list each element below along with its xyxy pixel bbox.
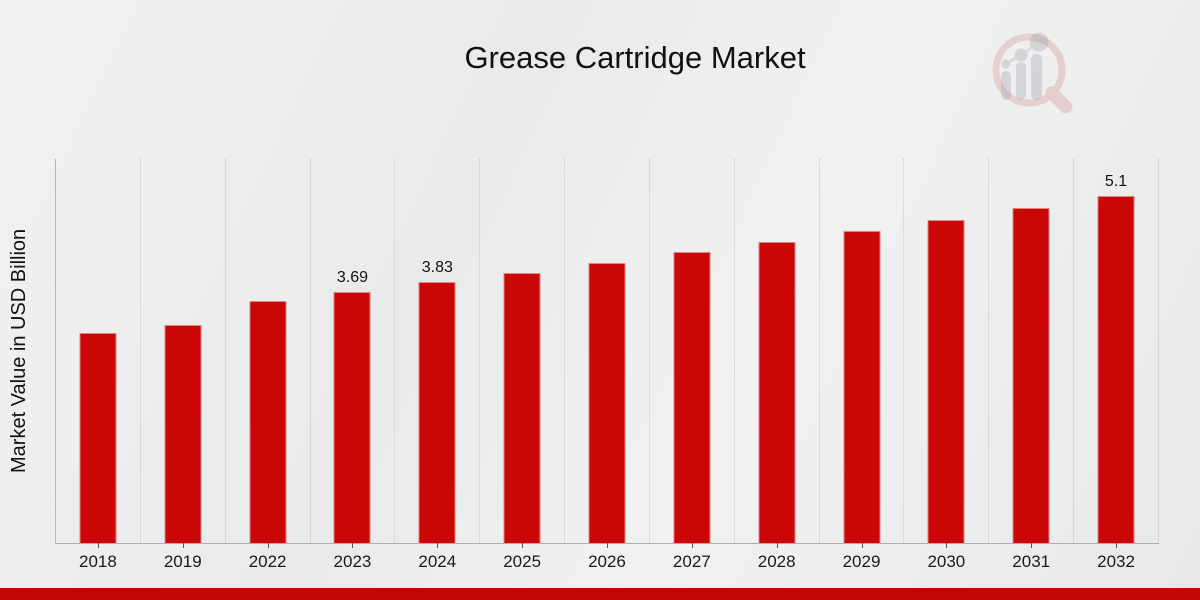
- bar-2025: [503, 272, 541, 543]
- category-slot-2032: 5.1 2032: [1074, 159, 1159, 571]
- x-axis-tick: [522, 543, 524, 548]
- magnifier-bar-chart-logo-icon: [985, 26, 1087, 118]
- category-slot-2026: 2026: [565, 159, 650, 571]
- bar-value-label-2024: 3.83: [421, 259, 453, 277]
- x-tick-label-2026: 2026: [588, 552, 626, 571]
- bar-2027: [673, 252, 711, 543]
- x-axis-tick: [437, 543, 439, 548]
- x-tick-label-2030: 2030: [927, 552, 966, 571]
- x-tick-label-2023: 2023: [333, 552, 372, 571]
- category-slot-2025: 2025: [480, 159, 566, 571]
- bar-2029: [843, 231, 881, 543]
- bar-2032: [1097, 195, 1135, 543]
- x-tick-label-2027: 2027: [672, 552, 711, 571]
- category-slot-2028: 2028: [735, 159, 820, 571]
- bar-value-label-2032: 5.1: [1104, 172, 1128, 190]
- bar-2031: [1012, 208, 1050, 543]
- x-tick-label-2028: 2028: [757, 552, 796, 571]
- bar-value-label-2023: 3.69: [336, 268, 369, 286]
- x-tick-label-2032: 2032: [1097, 552, 1135, 571]
- bar-2030: [927, 219, 965, 543]
- x-axis-tick: [97, 543, 99, 548]
- category-slot-2018: 2018: [56, 159, 141, 571]
- x-axis-tick: [1116, 543, 1118, 548]
- x-axis-tick: [776, 543, 778, 548]
- category-slot-2030: 2030: [904, 159, 990, 571]
- category-slot-2029: 2029: [820, 159, 905, 571]
- x-axis-tick: [182, 543, 184, 548]
- x-axis-tick: [352, 543, 354, 548]
- x-tick-label-2025: 2025: [503, 552, 542, 571]
- x-axis-tick: [861, 543, 863, 548]
- bar-2022: [249, 300, 287, 543]
- category-slot-2019: 2019: [141, 159, 226, 571]
- x-tick-label-2024: 2024: [418, 552, 457, 571]
- bar-2028: [758, 242, 796, 543]
- bar-2018: [79, 333, 117, 543]
- x-axis-tick: [1031, 543, 1033, 548]
- plot-area: 2018 2019 2022 3.69 2023 3.83 2024 2025 2026 2027…: [55, 159, 1159, 571]
- category-slot-2031: 2031: [989, 159, 1075, 571]
- x-axis-tick: [946, 543, 948, 548]
- category-slot-2022: 2022: [226, 159, 311, 571]
- x-tick-label-2022: 2022: [248, 552, 287, 571]
- bar-2026: [588, 262, 626, 543]
- category-slot-2027: 2027: [650, 159, 735, 571]
- x-tick-label-2031: 2031: [1012, 552, 1051, 571]
- bar-2019: [164, 325, 202, 543]
- x-tick-label-2019: 2019: [163, 552, 202, 571]
- y-axis-label: Market Value in USD Billion: [8, 228, 30, 474]
- bar-2024: [418, 282, 456, 543]
- category-slot-2023: 3.69 2023: [311, 159, 396, 571]
- x-axis-tick: [691, 543, 693, 548]
- x-tick-label-2029: 2029: [842, 552, 881, 571]
- footer-accent-bar: [0, 588, 1200, 600]
- x-tick-label-2018: 2018: [79, 552, 117, 571]
- bar-2023: [333, 291, 371, 543]
- chart-title: Grease Cartridge Market: [464, 40, 806, 75]
- category-slot-2024: 3.83 2024: [395, 159, 481, 571]
- x-axis-tick: [267, 543, 269, 548]
- x-axis-tick: [606, 543, 608, 548]
